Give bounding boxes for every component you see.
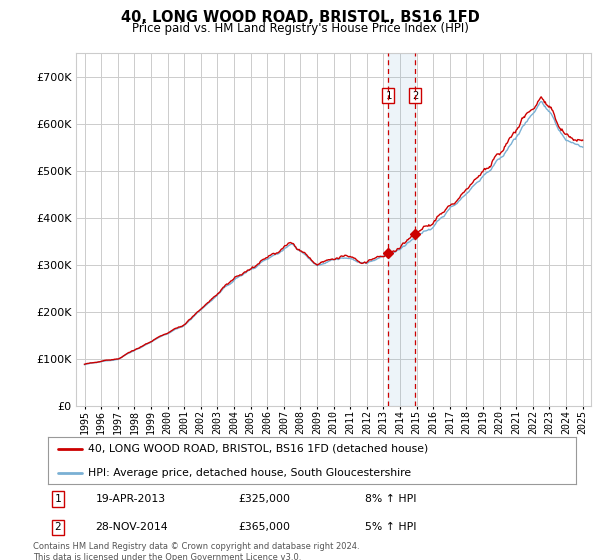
Text: 2: 2 xyxy=(412,91,418,101)
Text: 40, LONG WOOD ROAD, BRISTOL, BS16 1FD: 40, LONG WOOD ROAD, BRISTOL, BS16 1FD xyxy=(121,10,479,25)
Bar xyxy=(388,53,415,406)
Text: HPI: Average price, detached house, South Gloucestershire: HPI: Average price, detached house, Sout… xyxy=(88,468,411,478)
Text: 19-APR-2013: 19-APR-2013 xyxy=(95,494,166,504)
Text: Price paid vs. HM Land Registry's House Price Index (HPI): Price paid vs. HM Land Registry's House … xyxy=(131,22,469,35)
Text: 5% ↑ HPI: 5% ↑ HPI xyxy=(365,522,416,532)
Text: Contains HM Land Registry data © Crown copyright and database right 2024.
This d: Contains HM Land Registry data © Crown c… xyxy=(33,542,359,560)
Text: 1: 1 xyxy=(55,494,61,504)
Text: £365,000: £365,000 xyxy=(238,522,290,532)
Text: 8% ↑ HPI: 8% ↑ HPI xyxy=(365,494,416,504)
Text: £325,000: £325,000 xyxy=(238,494,290,504)
Text: 2: 2 xyxy=(55,522,61,532)
Text: 28-NOV-2014: 28-NOV-2014 xyxy=(95,522,168,532)
Text: 40, LONG WOOD ROAD, BRISTOL, BS16 1FD (detached house): 40, LONG WOOD ROAD, BRISTOL, BS16 1FD (d… xyxy=(88,444,428,454)
Text: 1: 1 xyxy=(385,91,392,101)
